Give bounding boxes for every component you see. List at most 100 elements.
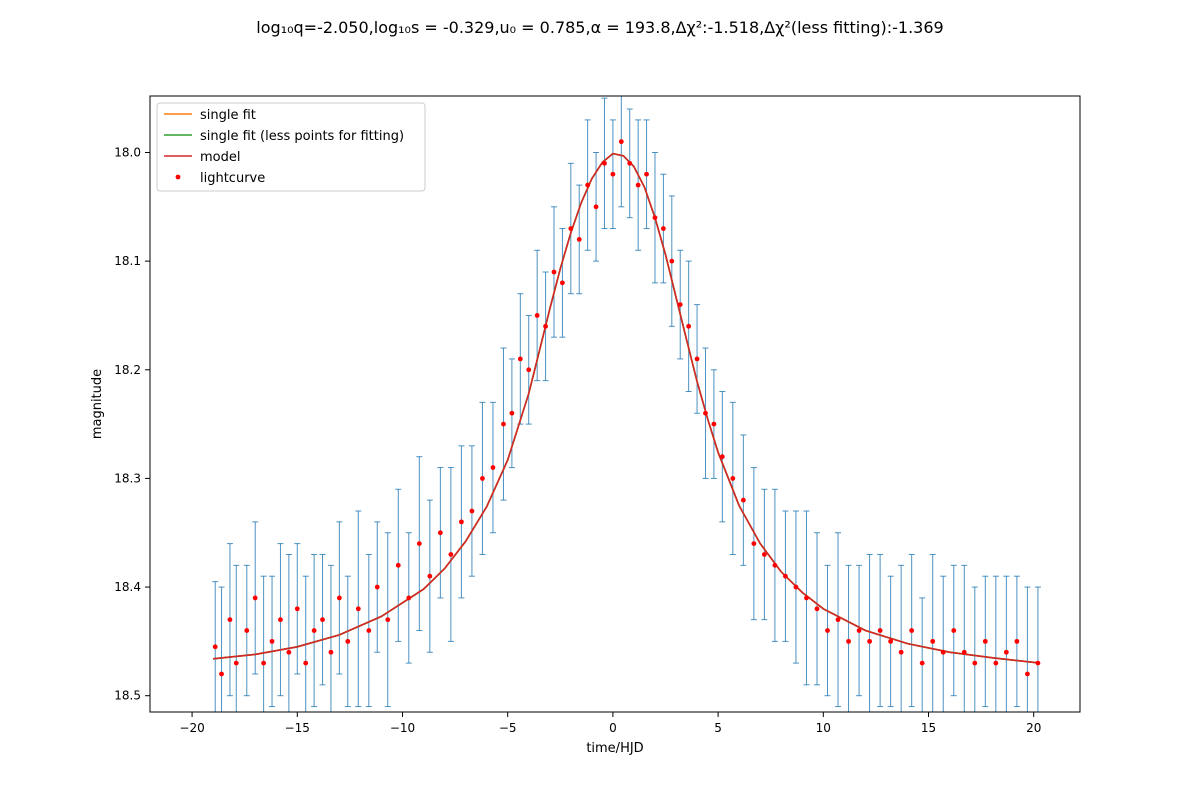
lightcurve-point [888,638,894,644]
x-tick-label: −15 [285,721,310,735]
lightcurve-point [366,628,372,633]
lightcurve-point [804,595,809,601]
lightcurve-point [233,660,239,666]
y-axis-label: magnitude [90,369,105,439]
lightcurve-point [593,204,599,210]
legend-label-model: model [200,150,240,165]
lightcurve-point [294,606,300,612]
legend-box [156,102,426,192]
lightcurve-point [261,660,267,666]
lightcurve-point [652,215,658,221]
lightcurve-point [252,595,258,601]
lightcurve-point [961,649,967,655]
lightcurve-point [416,541,422,547]
lightcurve-point [311,628,317,633]
lightcurve-point [783,573,788,579]
plot-area [149,95,1081,713]
lightcurve-point [320,617,325,623]
lightcurve-point [982,638,988,644]
x-tick-label: −5 [499,721,517,735]
x-tick-label: 10 [816,721,831,735]
lightcurve-point [940,649,946,655]
x-tick-label: 5 [714,721,722,735]
lightcurve-point [576,237,582,242]
lightcurve-point [336,595,342,601]
x-tick-label: 20 [1026,721,1041,735]
lightcurve-point [867,638,872,644]
lightcurve-point [303,660,309,666]
lightcurve-point [694,356,700,362]
y-tick-label: 18.4 [114,580,141,594]
lightcurve-point [517,356,523,362]
lightcurve-point [644,171,649,177]
lightcurve-point [686,323,692,329]
lightcurve-point [526,367,532,373]
lightcurve-point [909,628,915,633]
lightcurve-point [730,476,736,481]
lightcurve-point [627,160,633,166]
lightcurve-point [480,476,485,481]
lightcurve-point [761,552,767,557]
lightcurve-point [286,649,292,655]
x-axis-label: time/HJD [586,741,643,756]
lightcurve-point [227,617,233,623]
lightcurve-point [585,182,591,188]
plot-frame [149,95,1081,713]
lightcurve-point [1003,649,1009,655]
x-axis: −20 −15 −10 −5 0 5 10 15 20 [179,712,1041,735]
lightcurve-point [269,638,275,644]
y-axis: 18.0 18.1 18.2 18.3 18.4 18.5 [114,145,150,703]
lightcurve-point [703,410,708,416]
lightcurve-point [1014,638,1020,644]
lightcurve-point [825,628,830,633]
lightcurve-point [740,497,746,503]
lightcurve-point [568,226,574,231]
lightcurve-point [793,584,799,590]
legend-label-single-fit-less: single fit (less points for fitting) [200,129,404,144]
lightcurve-point [551,269,557,275]
figure-title: log₁₀q=-2.050,log₁₀s = -0.329,u₀ = 0.785… [256,18,943,37]
lightcurve-point [437,530,443,536]
lightcurve-point [534,313,540,318]
lightcurve-point [951,628,957,633]
lightcurve-point [328,649,334,655]
lightcurve-point [751,541,757,547]
lightcurve-point [374,584,380,590]
legend-label-lightcurve: lightcurve [200,171,265,186]
lightcurve-point [660,226,666,231]
lightcurve-point [501,421,506,427]
lightcurve-point [993,660,999,666]
legend-swatch-lightcurve [175,174,181,180]
lightcurve-point [711,421,717,427]
y-tick-label: 18.0 [114,145,141,159]
y-tick-label: 18.1 [114,254,141,268]
y-tick-label: 18.2 [114,363,141,377]
lightcurve-point [244,628,250,633]
lightcurve-point [930,638,936,644]
lightcurve-point [919,660,925,666]
lightcurve-point [219,671,224,677]
lightcurve-point [677,302,683,307]
lightcurve-point [1035,660,1041,666]
lightcurve-point [345,638,351,644]
legend-label-single-fit: single fit [200,108,256,123]
x-tick-label: 0 [609,721,617,735]
lightcurve-point [669,258,675,264]
lightcurve-point [877,628,883,633]
lightcurve-point [898,649,904,655]
lightcurve-point [459,519,464,525]
lightcurve-point [635,182,641,188]
lightcurve-point [835,617,841,623]
lightcurve-point [490,465,496,470]
lightcurve-point [509,410,515,416]
lightcurve-point [543,323,548,329]
y-tick-label: 18.3 [114,471,141,485]
lightcurve-point [814,606,820,612]
lightcurve-point [1024,671,1030,677]
lightcurve-point [602,160,607,166]
lightcurve-point [469,508,475,514]
x-tick-label: −20 [179,721,204,735]
lightcurve-point [972,660,978,666]
lightcurve-point [212,644,218,650]
lightcurve-point [355,606,361,612]
